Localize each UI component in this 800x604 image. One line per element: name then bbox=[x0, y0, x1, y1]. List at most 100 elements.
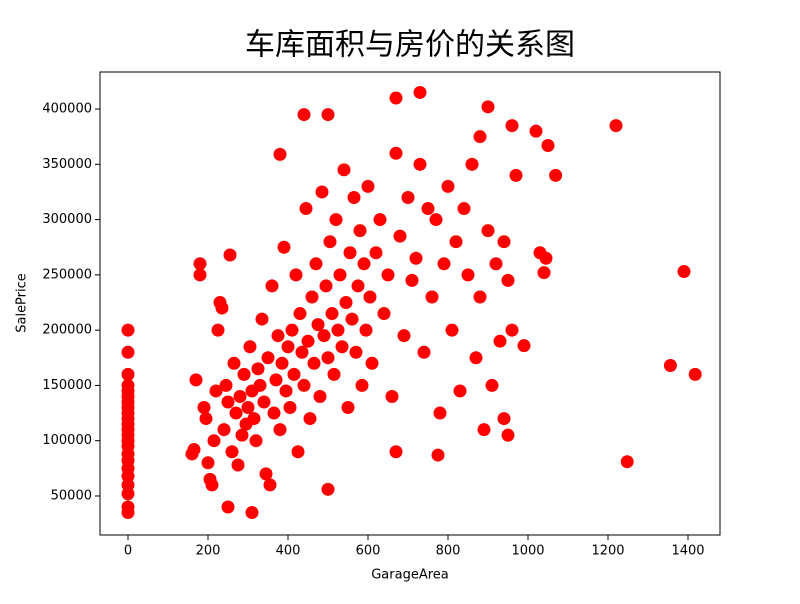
y-tick-label: 50000 bbox=[51, 488, 92, 503]
point bbox=[233, 389, 247, 403]
point bbox=[389, 146, 403, 160]
point bbox=[335, 340, 349, 354]
point bbox=[231, 458, 245, 472]
point bbox=[255, 312, 269, 326]
point bbox=[285, 323, 299, 337]
point bbox=[251, 362, 265, 376]
point bbox=[249, 434, 263, 448]
point bbox=[121, 367, 135, 381]
point bbox=[339, 296, 353, 310]
point bbox=[365, 356, 379, 370]
point bbox=[537, 266, 551, 280]
point bbox=[199, 412, 213, 426]
point bbox=[327, 367, 341, 381]
point bbox=[193, 268, 207, 282]
point bbox=[477, 423, 491, 437]
point bbox=[405, 273, 419, 287]
point bbox=[485, 378, 499, 392]
x-tick-label: 1000 bbox=[511, 544, 544, 559]
point bbox=[413, 157, 427, 171]
plot-frame bbox=[99, 71, 721, 536]
point bbox=[421, 202, 435, 216]
point bbox=[273, 423, 287, 437]
y-tick-label: 350000 bbox=[42, 157, 92, 172]
point bbox=[293, 307, 307, 321]
point bbox=[437, 257, 451, 271]
point bbox=[237, 367, 251, 381]
point bbox=[385, 389, 399, 403]
point bbox=[347, 190, 361, 204]
point bbox=[193, 257, 207, 271]
point bbox=[217, 423, 231, 437]
point bbox=[343, 246, 357, 260]
point bbox=[297, 378, 311, 392]
point bbox=[291, 445, 305, 459]
point bbox=[221, 395, 235, 409]
point bbox=[277, 240, 291, 254]
point bbox=[431, 448, 445, 462]
point bbox=[219, 378, 233, 392]
point bbox=[189, 373, 203, 387]
point bbox=[533, 246, 547, 260]
point bbox=[313, 389, 327, 403]
point bbox=[287, 367, 301, 381]
point bbox=[299, 202, 313, 216]
point bbox=[309, 257, 323, 271]
x-tick-label: 200 bbox=[196, 544, 221, 559]
point bbox=[307, 356, 321, 370]
point bbox=[351, 279, 365, 293]
point bbox=[321, 351, 335, 365]
point bbox=[283, 401, 297, 415]
point bbox=[301, 334, 315, 348]
point bbox=[449, 235, 463, 249]
point bbox=[401, 190, 415, 204]
x-tick-label: 600 bbox=[356, 544, 381, 559]
point bbox=[377, 307, 391, 321]
point bbox=[211, 323, 225, 337]
point bbox=[269, 373, 283, 387]
point bbox=[357, 257, 371, 271]
point bbox=[321, 482, 335, 496]
point bbox=[369, 246, 383, 260]
point bbox=[201, 456, 215, 470]
point bbox=[417, 345, 431, 359]
point bbox=[688, 367, 702, 381]
point bbox=[501, 428, 515, 442]
point bbox=[321, 108, 335, 122]
point bbox=[311, 318, 325, 332]
point bbox=[497, 412, 511, 426]
point bbox=[381, 268, 395, 282]
point bbox=[297, 108, 311, 122]
chart-title: 车库面积与房价的关系图 bbox=[245, 28, 575, 63]
point bbox=[541, 139, 555, 153]
point bbox=[207, 434, 221, 448]
point bbox=[121, 323, 135, 337]
point bbox=[497, 235, 511, 249]
point bbox=[609, 119, 623, 133]
point bbox=[253, 378, 267, 392]
point bbox=[329, 213, 343, 227]
point bbox=[529, 124, 543, 138]
point bbox=[263, 478, 277, 492]
point bbox=[413, 85, 427, 99]
point bbox=[359, 323, 373, 337]
point bbox=[215, 301, 229, 315]
point bbox=[241, 401, 255, 415]
point bbox=[393, 229, 407, 243]
point bbox=[457, 202, 471, 216]
point bbox=[409, 251, 423, 265]
point bbox=[337, 163, 351, 177]
point bbox=[353, 224, 367, 238]
point bbox=[433, 406, 447, 420]
point bbox=[469, 351, 483, 365]
point bbox=[473, 130, 487, 144]
y-axis-label: SalePrice bbox=[15, 273, 30, 333]
y-tick-label: 150000 bbox=[42, 378, 92, 393]
point bbox=[229, 406, 243, 420]
point bbox=[289, 268, 303, 282]
point bbox=[663, 359, 677, 373]
point bbox=[509, 168, 523, 182]
point bbox=[677, 265, 691, 279]
point bbox=[271, 329, 285, 343]
